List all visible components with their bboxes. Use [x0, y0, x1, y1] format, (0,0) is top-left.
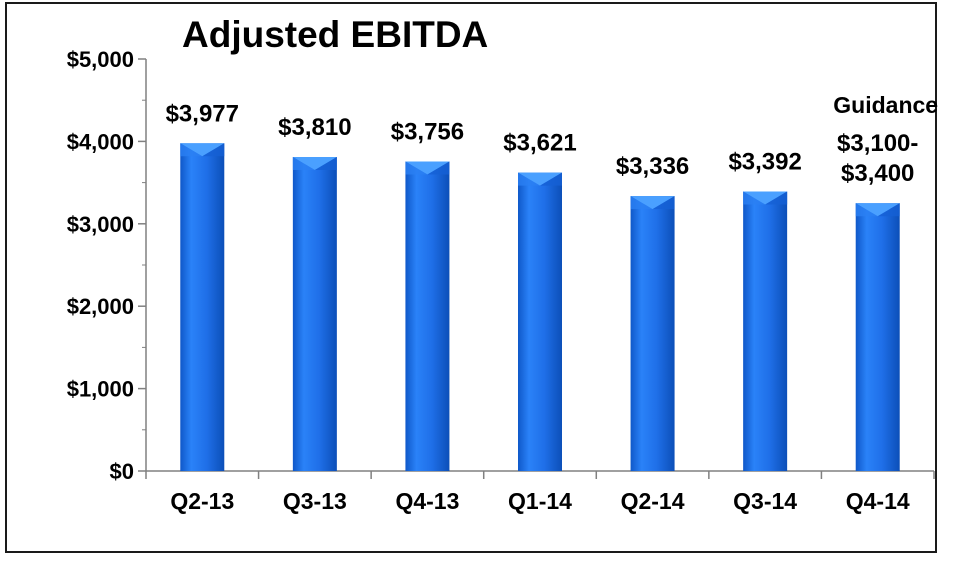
bar: [405, 161, 450, 471]
bar-cap: [292, 157, 337, 171]
chart-title: Adjusted EBITDA: [182, 14, 489, 55]
x-tick-label: Q4-13: [395, 488, 459, 514]
y-tick-label: $5,000: [67, 47, 134, 72]
x-tick-label: Q3-13: [283, 488, 347, 514]
data-label: $3,100-$3,400: [837, 130, 918, 187]
bar-cap-shade: [518, 172, 540, 186]
bar-cap-shade: [743, 191, 766, 205]
guidance-annotation: Guidance: [833, 92, 938, 118]
bar-cap-shade: [180, 143, 203, 157]
data-label: $3,810: [278, 114, 351, 141]
bar: [518, 172, 562, 472]
bar-cap-shade: [652, 196, 675, 210]
data-label: $3,621: [503, 130, 576, 157]
bar-cap-shade: [765, 191, 788, 205]
bar-cap: [630, 196, 675, 210]
bar-cap-shade: [877, 203, 900, 217]
y-tick-label: $1,000: [67, 377, 134, 402]
bar-cap: [180, 143, 225, 157]
bar-cap: [405, 161, 450, 175]
bar-cap-shade: [292, 157, 315, 171]
x-tick-label: Q4-14: [846, 488, 910, 514]
data-label: $3,756: [391, 119, 464, 146]
bar-cap-shade: [202, 143, 225, 157]
bar-cap-shade: [314, 157, 337, 171]
x-tick-label: Q2-14: [621, 488, 685, 514]
data-label: $3,392: [728, 148, 801, 175]
y-tick-label: $4,000: [67, 129, 134, 154]
bar: [292, 157, 337, 471]
x-tick-label: Q1-14: [508, 488, 572, 514]
y-tick-label: $2,000: [67, 294, 134, 319]
x-tick-label: Q3-14: [733, 488, 797, 514]
bar-cap-shade: [540, 172, 562, 186]
data-label: $3,336: [616, 153, 689, 180]
bar: [630, 196, 675, 472]
x-tick-label: Q2-13: [170, 488, 234, 514]
chart-frame: [5, 2, 937, 553]
bar: [743, 191, 788, 471]
bar: [180, 143, 225, 471]
y-tick-label: $0: [110, 459, 134, 484]
bar-cap: [855, 203, 900, 217]
bar-cap: [518, 172, 562, 186]
bar-cap-shade: [630, 196, 653, 210]
bar-cap-shade: [405, 161, 428, 175]
bar-cap: [743, 191, 788, 205]
data-label: $3,977: [166, 100, 239, 127]
y-tick-label: $3,000: [67, 212, 134, 237]
bar-cap-shade: [855, 203, 878, 217]
bar: [855, 203, 900, 471]
bar-cap-shade: [427, 161, 450, 175]
